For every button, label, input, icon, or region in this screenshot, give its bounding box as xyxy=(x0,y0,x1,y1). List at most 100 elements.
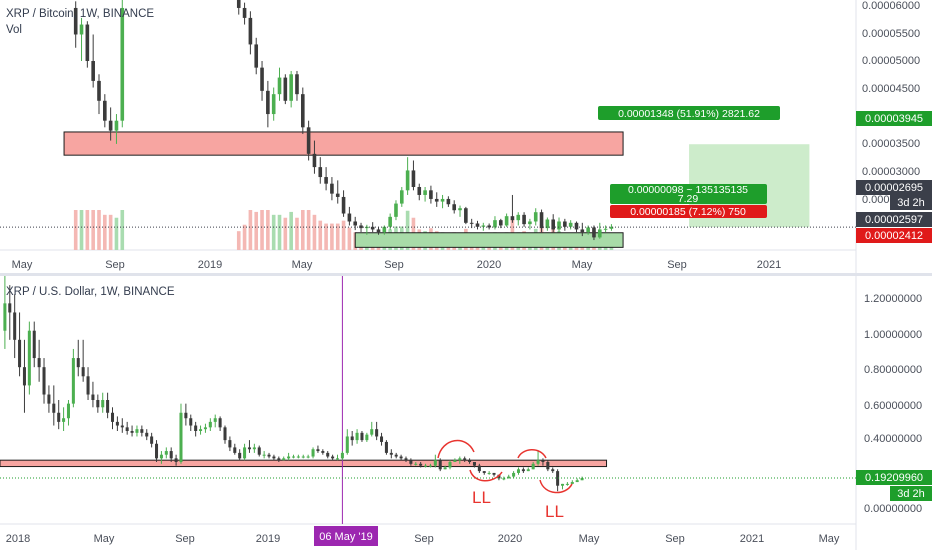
candle-body xyxy=(85,24,90,62)
candle-body xyxy=(150,436,154,444)
top-y-tick: 0.00003500 xyxy=(862,138,920,150)
candle-body xyxy=(66,403,70,419)
candle-body xyxy=(22,367,26,386)
candle-body xyxy=(409,460,413,464)
bottom-y-tick: 1.00000000 xyxy=(864,329,922,341)
candle-body xyxy=(86,376,90,395)
candle-body xyxy=(335,193,340,197)
candle-body xyxy=(482,471,486,473)
date-marker-badge[interactable] xyxy=(314,526,378,546)
swing-high-arc[interactable] xyxy=(517,449,547,459)
candle-body xyxy=(71,358,75,404)
candle-body xyxy=(440,198,445,202)
top-x-tick: 2021 xyxy=(757,259,781,271)
candle-body xyxy=(316,449,320,452)
candle-body xyxy=(536,460,540,464)
volume-bar xyxy=(405,210,410,250)
candle-body xyxy=(306,456,310,458)
candle-body xyxy=(592,227,596,238)
candle-body xyxy=(13,312,17,340)
candle-body xyxy=(469,222,474,224)
volume-bar xyxy=(108,214,113,250)
candle-body xyxy=(551,469,555,472)
candle-body xyxy=(419,463,423,466)
candle-body xyxy=(493,220,497,228)
volume-bar xyxy=(283,217,288,250)
bottom-price-axis[interactable]: 1.20000000 1.00000000 0.80000000 0.60000… xyxy=(864,293,922,515)
candle-body xyxy=(384,441,388,453)
candle-body xyxy=(389,452,393,455)
candle-body xyxy=(218,418,222,428)
candle-body xyxy=(312,153,317,168)
volume-bar xyxy=(236,231,241,250)
candle-body xyxy=(37,358,41,368)
xrp-btc-panel: 0.00001348 (51.91%) 2821.62 0.00000098 ~… xyxy=(0,0,932,273)
volume-bar xyxy=(277,214,282,250)
candle-body xyxy=(512,472,516,477)
resistance-zone[interactable] xyxy=(0,459,608,468)
top-x-tick: 2019 xyxy=(198,259,222,271)
candle-body xyxy=(475,223,480,227)
top-price-axis[interactable]: 0.00006000 0.00005500 0.00005000 0.00004… xyxy=(862,0,920,206)
candle-body xyxy=(236,0,241,8)
bottom-y-tick: 0.80000000 xyxy=(864,364,922,376)
candle-body xyxy=(380,436,384,442)
countdown-tag-label: 3d 2h xyxy=(897,197,925,209)
target-price-tag xyxy=(856,111,932,126)
candle-body xyxy=(424,465,428,467)
last-price-tag xyxy=(856,470,932,485)
candle-body xyxy=(522,214,526,225)
candle-body xyxy=(438,460,442,470)
candle-body xyxy=(159,454,163,459)
candle-body xyxy=(502,478,506,480)
stop-label-box[interactable] xyxy=(610,205,767,218)
candle-body xyxy=(277,77,282,95)
volume-bar xyxy=(306,210,311,250)
candle-body xyxy=(296,456,300,458)
candle-body xyxy=(91,394,95,400)
top-time-axis[interactable]: May Sep 2019 May Sep 2020 May Sep 2021 xyxy=(12,259,782,271)
bottom-time-axis[interactable]: 2018 May Sep 2019 Sep 2020 May Sep 2021 … xyxy=(6,533,840,545)
entry-price-tag-label: 0.00002597 xyxy=(865,214,923,226)
candle-body xyxy=(189,418,193,426)
candle-body xyxy=(388,216,392,227)
candle-body xyxy=(257,447,261,455)
lower-low-arc[interactable] xyxy=(539,479,573,494)
candle-body xyxy=(341,196,346,214)
candle-body xyxy=(289,74,293,101)
candle-body xyxy=(472,462,476,466)
date-marker-label: 06 May '19 xyxy=(319,531,372,543)
candle-body xyxy=(267,454,271,457)
support-zone[interactable] xyxy=(354,232,624,248)
resistance-zone[interactable] xyxy=(63,131,624,156)
candle-body xyxy=(135,429,139,433)
stop-label: 0.00000185 (7.12%) 750 xyxy=(630,206,746,218)
volume-bar xyxy=(79,210,84,250)
candle-body xyxy=(32,330,36,359)
candle-body xyxy=(570,482,574,484)
panel-separator[interactable] xyxy=(0,273,932,276)
candle-body xyxy=(504,216,509,226)
candle-body xyxy=(260,67,264,91)
candle-body xyxy=(353,221,358,226)
candle-body xyxy=(62,418,66,422)
entry-label-box[interactable] xyxy=(610,184,767,204)
bottom-x-tick: 2020 xyxy=(498,533,522,545)
volume-bar xyxy=(120,210,125,250)
candle-body xyxy=(108,120,113,131)
lower-low-arc[interactable] xyxy=(469,469,503,482)
candle-body xyxy=(287,456,291,459)
target-label: 0.00001348 (51.91%) 2821.62 xyxy=(618,108,760,120)
candle-body xyxy=(115,421,119,426)
candle-body xyxy=(140,429,144,433)
candle-body xyxy=(97,80,101,101)
candle-body xyxy=(282,458,286,461)
candle-body xyxy=(3,303,7,331)
bottom-x-tick: 2018 xyxy=(6,533,30,545)
candle-body xyxy=(103,100,107,121)
entry-label-line2: 7.29 xyxy=(678,193,699,205)
candle-body xyxy=(565,483,569,485)
swing-high-arc[interactable] xyxy=(437,439,475,459)
target-label-box[interactable] xyxy=(598,106,780,120)
candle-body xyxy=(242,7,247,18)
